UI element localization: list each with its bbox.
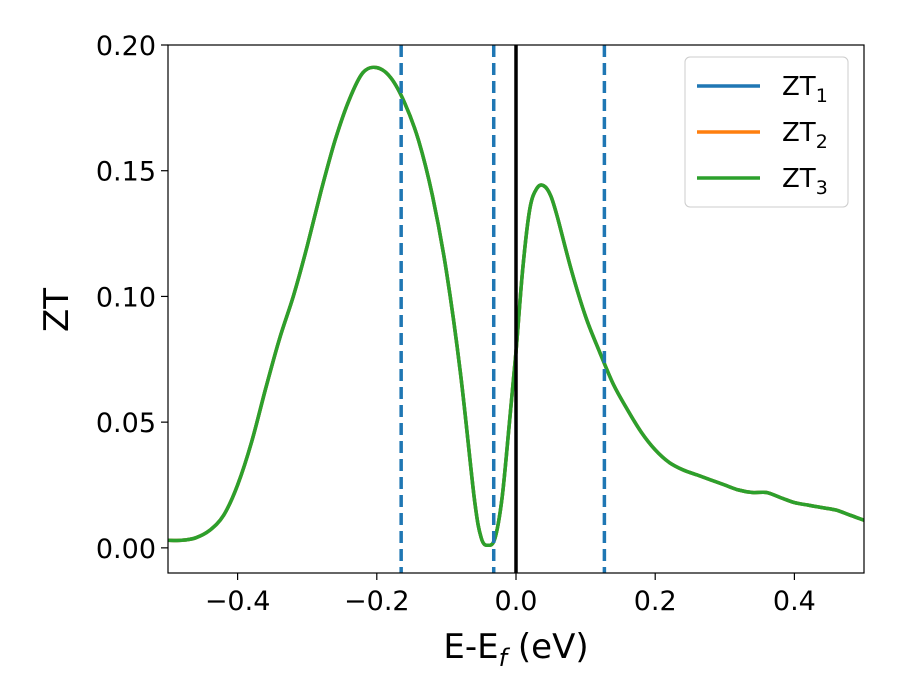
- legend-box: [684, 56, 849, 208]
- x-tick-label: −0.4: [205, 586, 271, 617]
- x-tick-label: 0.0: [495, 586, 538, 617]
- series-line-zt3: [168, 65, 864, 548]
- plot-area: [168, 65, 864, 548]
- y-tick-label: 0.10: [96, 282, 156, 313]
- legend-label-zt2: ZT2: [782, 118, 828, 153]
- y-axis: 0.00 0.05 0.10 0.15 0.20: [96, 31, 168, 565]
- y-tick-label: 0.15: [96, 157, 156, 188]
- x-tick-label: −0.2: [344, 586, 410, 617]
- x-tick-label: 0.4: [773, 586, 816, 617]
- legend-label-zt1: ZT1: [782, 72, 828, 107]
- y-tick-label: 0.20: [96, 31, 156, 62]
- x-axis-label: E-Ef (eV): [443, 627, 588, 672]
- legend: ZT1 ZT2 ZT3: [684, 56, 849, 208]
- legend-label-zt3: ZT3: [782, 164, 828, 199]
- reference-lines: [399, 45, 607, 573]
- x-axis: −0.4 −0.2 0.0 0.2 0.4: [205, 573, 816, 617]
- y-axis-label: ZT: [37, 288, 77, 332]
- y-tick-label: 0.05: [96, 408, 156, 439]
- y-tick-label: 0.00: [96, 534, 156, 565]
- x-tick-label: 0.2: [634, 586, 677, 617]
